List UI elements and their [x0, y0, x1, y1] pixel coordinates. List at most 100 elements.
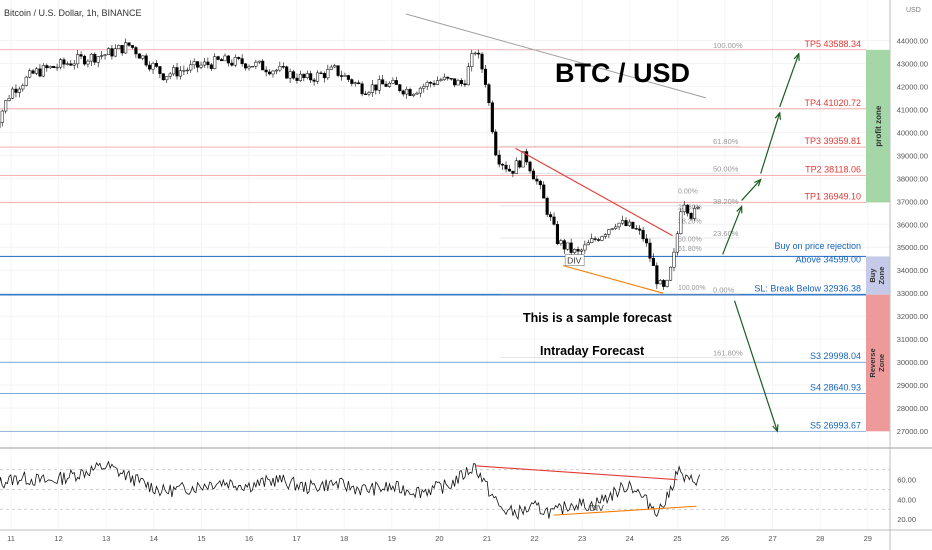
candle-body — [497, 154, 501, 165]
candle-body — [82, 55, 87, 65]
forecast-up-arrow — [722, 206, 743, 255]
annotation-sample-forecast: This is a sample forecast — [523, 311, 673, 325]
candle-body — [435, 80, 440, 85]
candle-body — [542, 184, 546, 199]
candle-body — [319, 72, 323, 74]
candle-body — [254, 61, 258, 67]
forecast-down-arrow-head — [772, 424, 779, 433]
candle-body — [0, 110, 4, 123]
candle-body — [100, 55, 104, 57]
candle-body — [175, 67, 179, 77]
candle-body — [377, 79, 381, 91]
fib-label: 100.00% — [713, 41, 743, 50]
zone-label: Zone — [877, 267, 886, 285]
y-tick-label: 44000.00 — [897, 36, 928, 45]
candle-body — [31, 70, 35, 74]
x-tick-label: 15 — [197, 534, 205, 543]
candle-body — [494, 131, 498, 156]
candle-body — [329, 66, 333, 70]
candle-body — [634, 228, 638, 230]
x-tick-label: 12 — [54, 534, 62, 543]
candle-body — [213, 56, 217, 69]
candle-body — [507, 168, 512, 172]
candle-body — [439, 79, 443, 81]
forecast-up-arrow-head — [754, 178, 762, 187]
candle-body — [432, 83, 436, 85]
fib-label: 23.60% — [713, 229, 739, 238]
x-tick-label: 27 — [768, 534, 776, 543]
price-level-label: S4 28640.93 — [810, 382, 861, 392]
candle-body — [394, 80, 398, 85]
candle-body — [562, 240, 566, 250]
x-tick-label: 13 — [102, 534, 110, 543]
candle-body — [196, 61, 200, 68]
candle-body — [89, 53, 93, 62]
candle-body — [216, 56, 220, 60]
candle-body — [288, 71, 292, 79]
candle-body — [206, 61, 210, 66]
candle-body — [274, 69, 278, 72]
candle-body — [158, 66, 162, 74]
price-series[interactable] — [0, 13, 707, 290]
fib-small-label: 100.00% — [678, 285, 706, 292]
candle-body — [579, 249, 583, 252]
fib-label: 61.80% — [713, 137, 739, 146]
forecast-up-arrow — [741, 179, 762, 201]
candle-body — [226, 55, 230, 64]
candle-body — [315, 72, 320, 82]
rsi-div-label: DIV — [590, 503, 605, 513]
candle-body — [624, 220, 628, 226]
y-tick-label: 35000.00 — [897, 243, 928, 252]
price-level-label: TP4 41020.72 — [804, 98, 861, 108]
candle-body — [130, 45, 135, 48]
zone-label: Zone — [877, 354, 886, 372]
zone-label: profit zone — [874, 105, 883, 146]
candle-body — [336, 65, 340, 76]
candle-body — [370, 84, 374, 93]
candle-body — [14, 88, 18, 93]
price-level-label: TP1 36949.10 — [804, 191, 861, 201]
candle-body — [127, 42, 131, 46]
candle-body — [339, 75, 344, 77]
candle-body — [411, 93, 416, 96]
candle-body — [357, 82, 361, 85]
candle-body — [45, 65, 49, 69]
candle-body — [363, 93, 368, 95]
candle-body — [151, 63, 155, 70]
candle-body — [603, 234, 607, 237]
candle-body — [168, 73, 172, 77]
candle-body — [446, 76, 450, 79]
candle-body — [161, 73, 165, 81]
candle-body — [244, 63, 248, 69]
price-lower-lows — [563, 265, 664, 294]
candle-body — [456, 80, 460, 86]
trendlines[interactable]: DIV — [515, 147, 673, 294]
candle-body — [545, 197, 549, 215]
candle-body — [298, 73, 302, 81]
candle-body — [566, 242, 570, 250]
candle-body — [638, 228, 642, 231]
y-tick-label: 32000.00 — [897, 312, 928, 321]
fib-small-label: 50.00% — [678, 237, 702, 244]
candle-body — [268, 71, 272, 75]
candle-body — [477, 52, 481, 55]
candle-body — [202, 61, 206, 66]
x-tick-label: 21 — [483, 534, 491, 543]
candle-body — [381, 79, 385, 85]
candle-body — [648, 242, 652, 259]
candle-body — [367, 92, 371, 95]
y-tick-label: 37000.00 — [897, 197, 928, 206]
candle-body — [281, 66, 285, 68]
x-tick-label: 17 — [292, 534, 300, 543]
candle-body — [418, 87, 422, 94]
candle-body — [408, 89, 412, 96]
candle-body — [302, 73, 306, 78]
rsi-tick-label: 40.00 — [897, 495, 916, 504]
fib-small-label: 0.00% — [678, 188, 698, 195]
y-tick-label: 40000.00 — [897, 128, 928, 137]
candle-body — [48, 66, 52, 69]
candle-body — [178, 70, 183, 77]
candle-body — [230, 62, 234, 66]
x-tick-label: 24 — [626, 534, 634, 543]
y-tick-label: 27000.00 — [897, 427, 928, 436]
